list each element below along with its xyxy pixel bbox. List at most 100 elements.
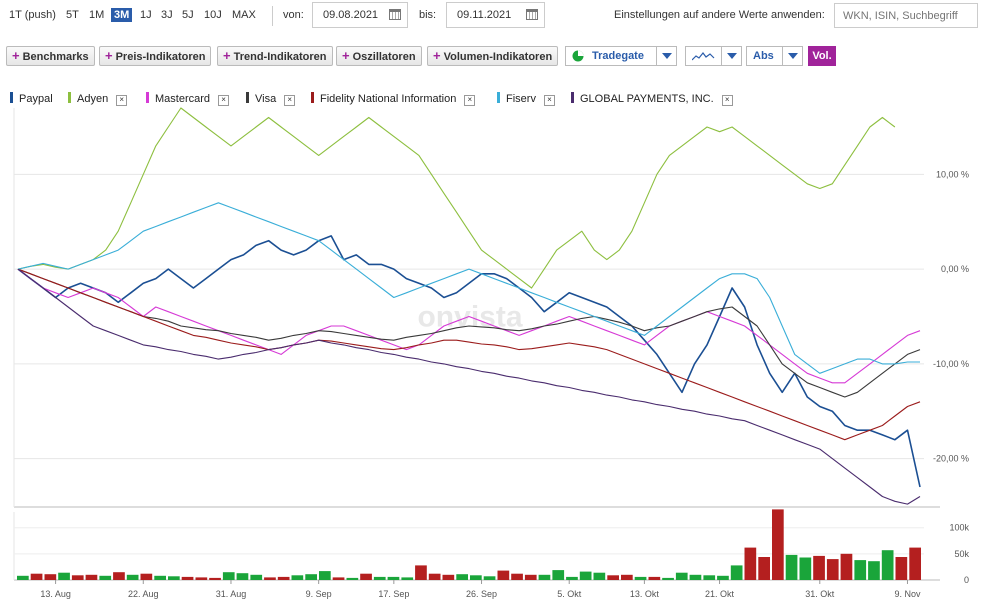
legend-swatch (10, 92, 13, 103)
x-tick-label: 22. Aug (128, 589, 159, 599)
series-line (17, 107, 896, 289)
price-indicators-button[interactable]: + Preis-Indikatoren (99, 46, 212, 66)
legend-swatch (571, 92, 574, 103)
remove-series-icon[interactable]: × (284, 95, 296, 106)
range-max[interactable]: MAX (232, 9, 256, 21)
range-1t[interactable]: 1T (push) (9, 9, 56, 21)
series-line (17, 235, 921, 488)
calendar-icon[interactable] (389, 9, 401, 20)
scale-select[interactable]: Abs (746, 46, 803, 66)
volume-bar (264, 577, 276, 580)
legend-item[interactable]: GLOBAL PAYMENTS, INC. × (571, 92, 733, 106)
oscillators-button[interactable]: + Oszillatoren (336, 46, 422, 66)
exchange-icon (572, 50, 584, 62)
x-tick-label: 31. Okt (805, 589, 835, 599)
volume-bar (373, 576, 386, 580)
plus-icon: + (342, 48, 350, 63)
volume-bar (85, 574, 98, 580)
remove-series-icon[interactable]: × (116, 95, 128, 106)
volume-bar (840, 553, 853, 580)
chevron-down-icon[interactable] (662, 53, 672, 59)
series-line (17, 268, 921, 441)
volume-bar (154, 575, 166, 580)
range-3j[interactable]: 3J (161, 9, 173, 21)
volume-bar (58, 572, 70, 580)
volume-bar (113, 572, 125, 580)
legend-item[interactable]: Fidelity National Information × (311, 92, 476, 106)
legend-item[interactable]: Paypal (10, 92, 53, 105)
volume-bar (758, 557, 770, 580)
scale-label: Abs (753, 50, 774, 62)
series-line (17, 202, 920, 374)
legend-label: Visa (255, 93, 277, 105)
from-date-field[interactable]: 09.08.2021 (312, 2, 408, 28)
volume-bar (868, 561, 880, 580)
volume-tick-label: 100k (949, 523, 969, 533)
range-5j[interactable]: 5J (182, 9, 194, 21)
volume-bar (30, 573, 43, 580)
x-tick-label: 21. Okt (705, 589, 735, 599)
volume-bar (511, 573, 523, 580)
volume-bar (730, 565, 743, 580)
divider (721, 47, 722, 65)
volume-bar (895, 557, 908, 580)
to-label: bis: (419, 9, 437, 21)
search-input[interactable] (834, 3, 978, 28)
range-1m[interactable]: 1M (89, 9, 105, 21)
volume-bar (881, 550, 894, 580)
legend-swatch (146, 92, 149, 103)
benchmarks-button[interactable]: + Benchmarks (6, 46, 95, 66)
volume-bar (250, 574, 263, 580)
legend-swatch (497, 92, 500, 103)
volume-bar (140, 573, 153, 580)
volume-bar (579, 571, 592, 580)
legend-item[interactable]: Visa × (246, 92, 296, 106)
legend-swatch (246, 92, 249, 103)
chevron-down-icon[interactable] (727, 53, 737, 59)
volume-bar (71, 575, 84, 580)
remove-series-icon[interactable]: × (543, 95, 555, 106)
legend-item[interactable]: Adyen × (68, 92, 128, 106)
volume-tick-label: 0 (964, 575, 969, 585)
chart-type-select[interactable] (685, 46, 742, 66)
volume-indicators-button[interactable]: + Volumen-Indikatoren (427, 46, 559, 66)
chevron-down-icon[interactable] (788, 53, 798, 59)
calendar-icon[interactable] (526, 9, 538, 20)
from-label: von: (283, 9, 304, 21)
volume-bar (44, 574, 57, 580)
remove-series-icon[interactable]: × (464, 95, 476, 106)
chart-area: 10,00 %0,00 %-10,00 %-20,00 %onvista050k… (13, 107, 969, 599)
volume-bar (662, 577, 674, 580)
range-3m[interactable]: 3M (111, 8, 133, 22)
volume-bar (99, 575, 112, 580)
volume-bar (785, 554, 798, 580)
range-5t[interactable]: 5T (66, 9, 79, 21)
legend-item[interactable]: Fiserv × (497, 92, 555, 106)
range-1j[interactable]: 1J (140, 9, 152, 21)
volume-bar (181, 576, 194, 580)
x-tick-label: 5. Okt (557, 589, 582, 599)
exchange-select[interactable]: Tradegate (565, 46, 677, 66)
range-10j[interactable]: 10J (204, 9, 222, 21)
to-date-field[interactable]: 09.11.2021 (446, 2, 545, 28)
legend-swatch (68, 92, 71, 103)
remove-series-icon[interactable]: × (721, 95, 733, 106)
x-tick-label: 31. Aug (216, 589, 247, 599)
oscillators-label: Oszillatoren (352, 51, 416, 63)
volume-bar (346, 577, 359, 580)
volume-toggle-button[interactable]: Vol. (808, 46, 836, 66)
volume-bar (538, 574, 551, 580)
volume-bar (209, 577, 221, 580)
trend-indicators-button[interactable]: + Trend-Indikatoren (217, 46, 333, 66)
legend-swatch (311, 92, 314, 103)
x-tick-label: 13. Aug (40, 589, 71, 599)
y-tick-label: -20,00 % (933, 454, 969, 464)
x-tick-label: 17. Sep (378, 589, 409, 599)
legend-item[interactable]: Mastercard × (146, 92, 230, 106)
plus-icon: + (12, 48, 20, 63)
legend-label: GLOBAL PAYMENTS, INC. (580, 93, 714, 105)
series-line (17, 268, 921, 505)
volume-tick-label: 50k (954, 549, 969, 559)
volume-bar (826, 559, 839, 580)
remove-series-icon[interactable]: × (218, 95, 230, 106)
